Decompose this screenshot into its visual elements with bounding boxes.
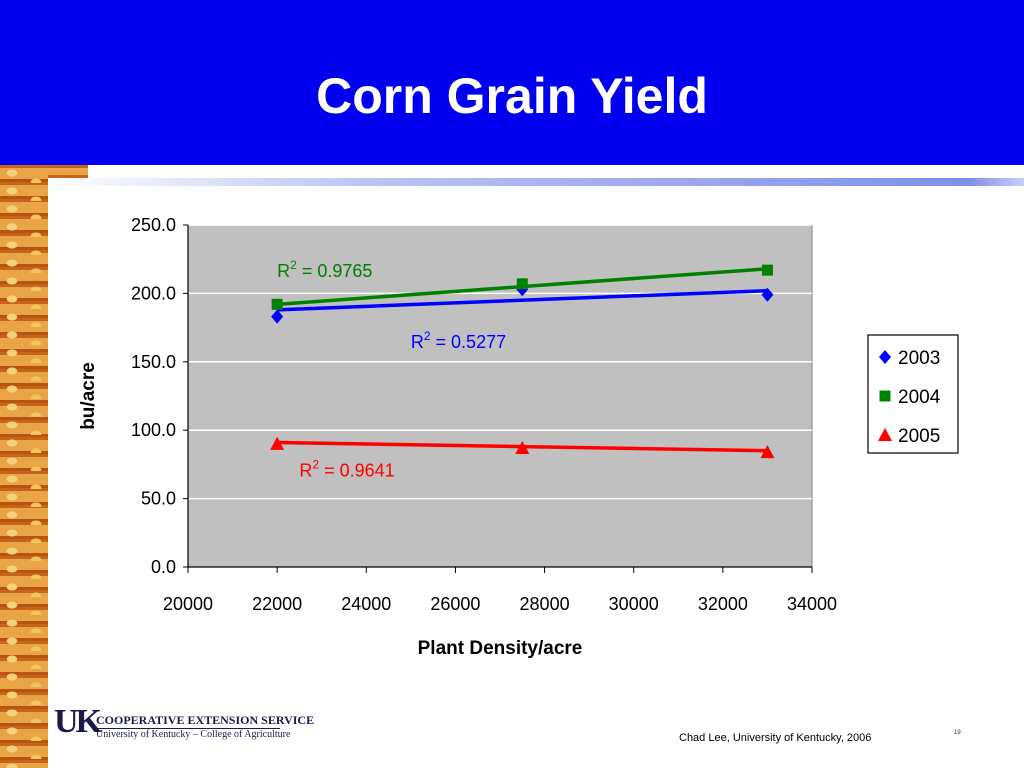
header-gradient-rule-right: [968, 178, 1024, 186]
data-point-2004: [516, 278, 528, 290]
data-point-2003: [271, 309, 284, 324]
x-tick-label: 22000: [252, 594, 302, 614]
x-tick-label: 28000: [520, 594, 570, 614]
y-tick-label: 0.0: [151, 557, 176, 577]
legend-label-2004: 2004: [898, 387, 941, 408]
trendline-2003: [277, 288, 768, 312]
r-squared-label-2003: R2 = 0.5277: [411, 329, 506, 352]
x-tick-label: 24000: [341, 594, 391, 614]
r-squared-label-2005: R2 = 0.9641: [299, 458, 394, 481]
legend-marker-2003: [879, 350, 891, 364]
y-tick-label: 250.0: [131, 215, 176, 235]
logo-rule: [96, 728, 280, 729]
data-point-2004: [761, 264, 773, 276]
x-tick-label: 32000: [698, 594, 748, 614]
r-squared-label-2004: R2 = 0.9765: [277, 258, 372, 281]
data-point-2005: [760, 445, 775, 459]
legend-marker-2005: [878, 428, 892, 441]
uk-extension-logo: UK COOPERATIVE EXTENSION SERVICE Univers…: [52, 690, 314, 750]
slide-title: Corn Grain Yield: [316, 68, 708, 124]
title-banner: Corn Grain Yield: [0, 0, 1024, 165]
data-point-2005: [270, 436, 285, 450]
y-tick-label: 150.0: [131, 352, 176, 372]
x-tick-label: 30000: [609, 594, 659, 614]
corn-kernels-image: [0, 165, 48, 768]
y-tick-label: 50.0: [141, 489, 176, 509]
x-axis-title: Plant Density/acre: [418, 638, 583, 659]
logo-line-1: COOPERATIVE EXTENSION SERVICE: [96, 713, 315, 727]
source-credit: Chad Lee, University of Kentucky, 2006: [679, 732, 872, 744]
data-point-2003: [761, 287, 774, 302]
plot-area: [187, 224, 813, 568]
y-tick-label: 200.0: [131, 283, 176, 303]
y-tick-label: 100.0: [131, 420, 176, 440]
uk-logo-mark: UK: [54, 703, 102, 740]
legend-label-2005: 2005: [898, 426, 940, 447]
legend-label-2003: 2003: [898, 348, 940, 369]
logo-line-2: University of Kentucky – College of Agri…: [96, 729, 291, 740]
data-point-2005: [515, 440, 530, 454]
slide-number: 19: [954, 730, 961, 736]
x-tick-label: 26000: [430, 594, 480, 614]
x-tick-label: 20000: [163, 594, 213, 614]
header-gradient-rule: [48, 178, 968, 186]
y-axis-title: bu/acre: [78, 362, 99, 430]
legend-marker-2004: [879, 390, 891, 402]
x-tick-label: 34000: [787, 594, 837, 614]
data-point-2004: [271, 298, 283, 310]
